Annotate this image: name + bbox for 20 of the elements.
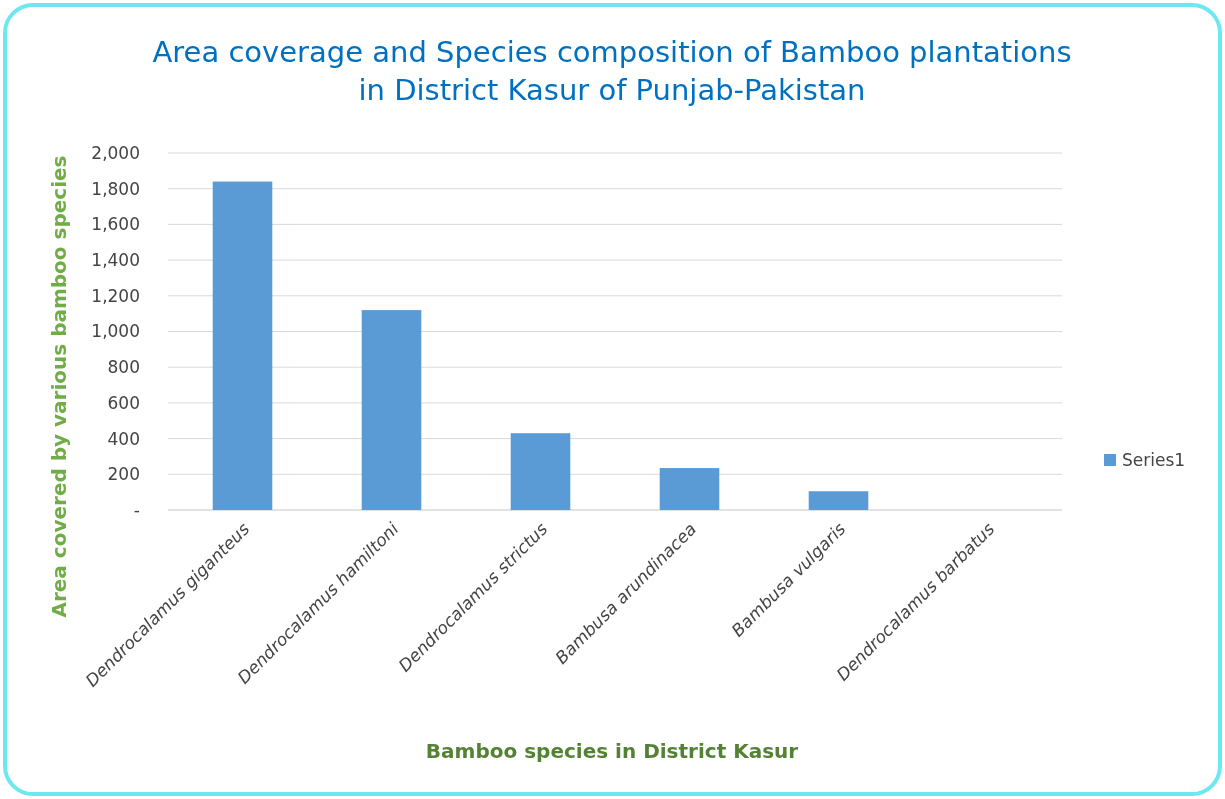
y-tick-label: 2,000: [91, 142, 140, 163]
bar: [361, 310, 422, 510]
y-tick-label: 1,200: [91, 285, 140, 306]
bar: [212, 181, 273, 510]
y-tick-label: 400: [107, 428, 140, 449]
y-axis-title: Area covered by various bamboo species: [47, 155, 71, 618]
y-tick-label: 1,400: [91, 250, 140, 271]
y-tick-label: 800: [107, 357, 140, 378]
y-tick-label: 200: [107, 464, 140, 485]
chart-title: Area coverage and Species composition of Bamboo plantations in District Kasur of Punjab-Pakistan: [152, 35, 1072, 107]
legend-label: Series1: [1122, 449, 1186, 470]
y-tick-label: 1,600: [91, 214, 140, 235]
y-tick-label: 600: [107, 392, 140, 413]
bar: [659, 468, 720, 510]
y-tick-label: 1,000: [91, 321, 140, 342]
x-axis-title: Bamboo species in District Kasur: [425, 739, 799, 763]
bar: [808, 491, 869, 510]
y-tick-label: 1,800: [91, 178, 140, 199]
bar: [510, 433, 571, 510]
y-tick-label: -: [133, 499, 140, 520]
